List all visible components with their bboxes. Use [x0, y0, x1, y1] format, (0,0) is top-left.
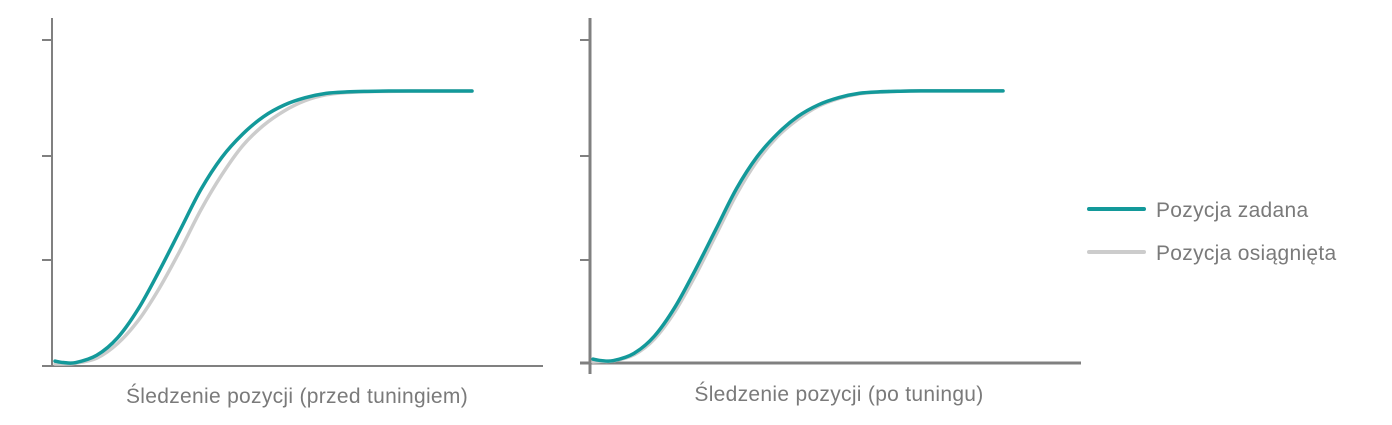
- legend-label-setpoint: Pozycja zadana: [1156, 199, 1308, 222]
- series-actual-line: [591, 89, 1005, 364]
- legend-label-actual: Pozycja osiągnięta: [1156, 242, 1337, 265]
- x-axis-label-after-tuning: Śledzenie pozycji (po tuningu): [694, 382, 983, 406]
- series-actual-line: [53, 89, 474, 366]
- series-setpoint-line: [53, 89, 474, 365]
- chart-before-tuning: [42, 18, 543, 367]
- legend: Pozycja zadana Pozycja osiągnięta: [1087, 199, 1337, 265]
- chart-after-tuning: [580, 18, 1081, 374]
- x-axis-label-before-tuning: Śledzenie pozycji (przed tuningiem): [126, 384, 468, 408]
- legend-item-setpoint: Pozycja zadana: [1087, 199, 1308, 222]
- legend-item-actual: Pozycja osiągnięta: [1087, 242, 1337, 265]
- series-setpoint-line: [591, 89, 1005, 363]
